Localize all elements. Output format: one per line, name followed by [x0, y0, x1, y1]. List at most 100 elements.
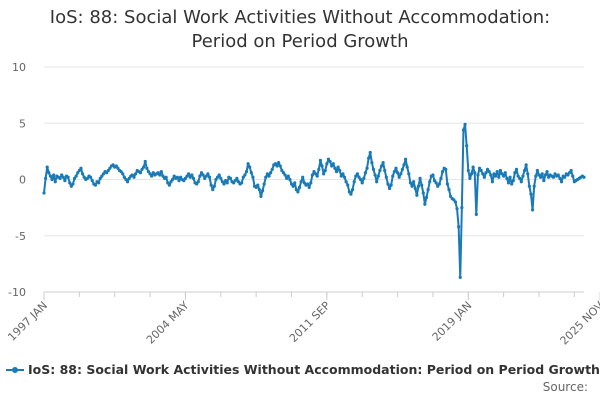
- data-point: [90, 179, 94, 183]
- data-point: [513, 171, 517, 175]
- data-point: [289, 182, 294, 186]
- data-point: [347, 190, 351, 194]
- data-point: [175, 175, 179, 179]
- data-point: [142, 165, 146, 169]
- data-point: [275, 164, 279, 168]
- data-point: [302, 181, 306, 185]
- data-point: [350, 188, 355, 192]
- data-point: [407, 172, 411, 176]
- data-point: [61, 175, 65, 179]
- data-point: [514, 167, 519, 171]
- data-point: [516, 174, 520, 178]
- data-point: [355, 172, 359, 176]
- data-point: [183, 176, 188, 180]
- data-point: [288, 177, 292, 182]
- data-point: [45, 165, 49, 169]
- data-point: [235, 176, 239, 180]
- data-point: [177, 179, 181, 183]
- data-point: [432, 179, 437, 183]
- data-point: [392, 170, 396, 174]
- data-point: [455, 207, 459, 211]
- data-point: [484, 171, 488, 175]
- data-point: [294, 188, 298, 192]
- data-point: [494, 174, 498, 178]
- data-point: [82, 175, 86, 179]
- data-point: [503, 171, 507, 175]
- data-point: [526, 172, 530, 176]
- data-point: [354, 174, 358, 178]
- data-point: [370, 161, 374, 165]
- data-point: [400, 167, 404, 171]
- data-point: [381, 161, 385, 165]
- data-point: [336, 165, 340, 169]
- data-point: [535, 168, 539, 173]
- data-point: [301, 175, 305, 179]
- data-point: [445, 182, 449, 186]
- data-point: [159, 170, 163, 174]
- data-point: [185, 174, 189, 178]
- data-point: [201, 173, 205, 177]
- data-point: [334, 170, 339, 174]
- x-tick-label: 2025 NOV: [558, 299, 600, 348]
- data-point: [558, 176, 562, 180]
- data-point: [228, 176, 233, 180]
- data-point: [140, 167, 144, 171]
- data-point: [379, 164, 384, 168]
- data-point: [453, 200, 458, 204]
- data-point: [76, 171, 80, 175]
- data-point: [273, 162, 278, 166]
- data-point: [482, 175, 486, 179]
- data-point: [48, 174, 53, 178]
- data-point: [426, 188, 430, 192]
- data-point: [310, 173, 314, 177]
- data-point: [468, 176, 472, 180]
- data-point: [257, 188, 261, 192]
- data-point: [196, 180, 200, 184]
- data-point: [481, 172, 485, 176]
- data-point: [50, 177, 54, 182]
- data-point: [53, 180, 57, 184]
- legend[interactable]: IoS: 88: Social Work Activities Without …: [6, 362, 600, 377]
- data-point: [74, 174, 78, 178]
- data-point: [164, 175, 168, 179]
- data-point: [322, 172, 326, 176]
- y-tick-label: 5: [19, 117, 26, 130]
- data-point: [360, 181, 364, 185]
- y-tick-label: -5: [15, 230, 26, 243]
- data-point: [309, 181, 313, 185]
- x-axis: 1997 JAN 2004 MAY 2011 SEP 2019 JAN 2025 NOV: [5, 291, 600, 348]
- data-point: [449, 194, 453, 198]
- data-point: [457, 225, 461, 229]
- data-point: [119, 170, 123, 174]
- data-point: [151, 171, 155, 175]
- data-point: [85, 176, 89, 180]
- data-point: [188, 175, 192, 179]
- data-point: [281, 171, 286, 175]
- data-point: [436, 184, 440, 188]
- data-point: [439, 176, 443, 180]
- gridlines: [44, 66, 584, 237]
- data-point: [477, 166, 482, 170]
- data-point: [582, 175, 586, 179]
- data-point: [314, 172, 318, 176]
- data-point: [395, 171, 400, 175]
- data-point: [267, 174, 271, 178]
- data-point: [240, 181, 244, 185]
- data-point: [97, 181, 101, 185]
- data-point: [342, 175, 347, 179]
- data-point: [220, 180, 224, 184]
- data-point: [80, 172, 85, 176]
- data-point: [166, 181, 170, 185]
- data-point: [458, 275, 462, 279]
- data-point: [412, 180, 416, 184]
- data-point: [386, 182, 390, 186]
- data-point: [410, 184, 414, 188]
- data-point: [315, 174, 319, 178]
- data-point: [421, 191, 425, 195]
- data-point: [357, 175, 361, 179]
- data-point: [510, 182, 514, 186]
- data-point: [296, 190, 300, 194]
- data-point: [71, 182, 75, 186]
- data-point: [367, 156, 371, 160]
- data-point: [269, 171, 273, 175]
